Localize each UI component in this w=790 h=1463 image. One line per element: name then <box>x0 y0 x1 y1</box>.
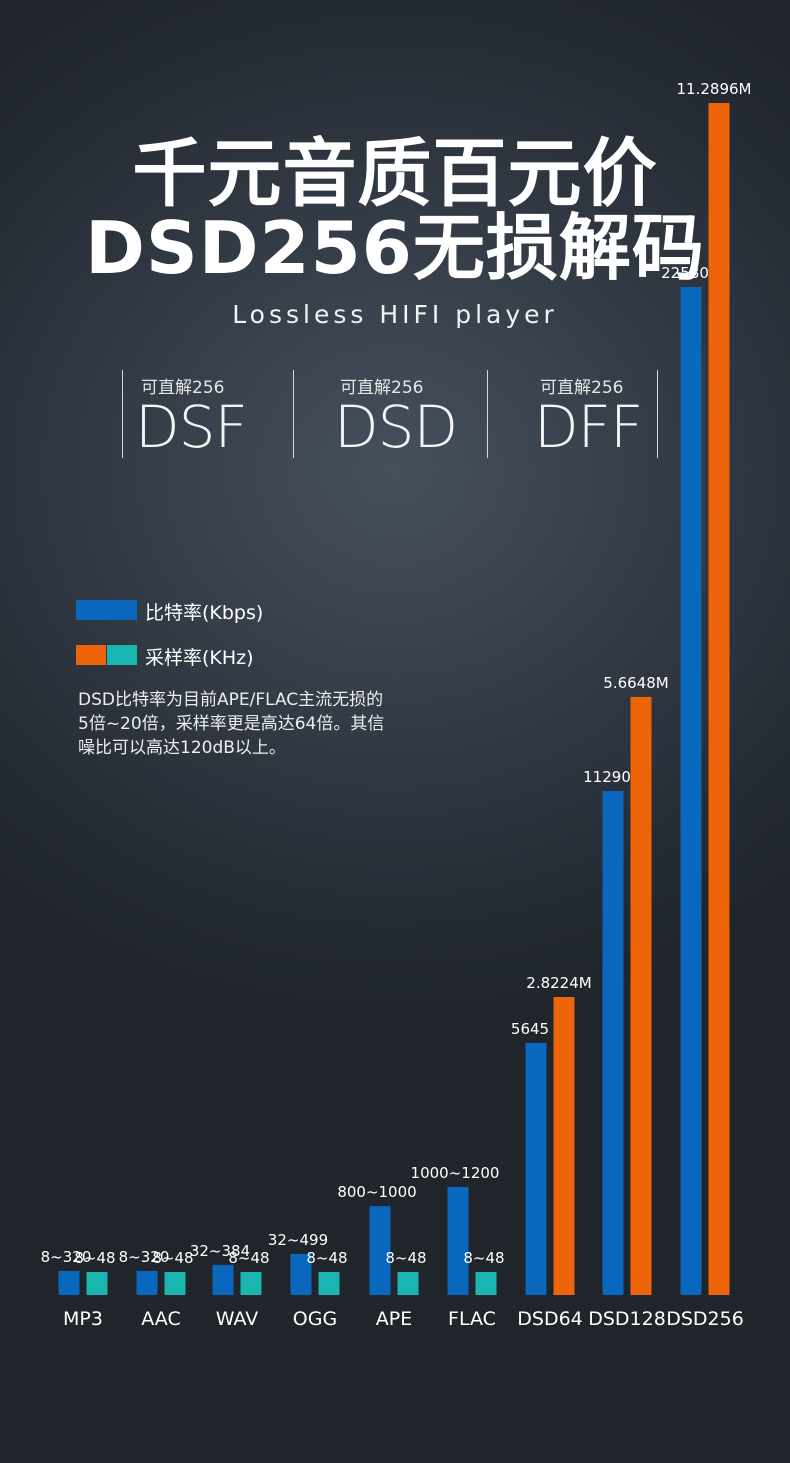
format-name: DSD <box>334 393 458 461</box>
data-label-samplerate: 8~48 <box>228 1249 269 1267</box>
format-block-dsd: 可直解256 DSD <box>322 370 492 461</box>
legend-swatch-samplerate-orange <box>76 645 106 665</box>
subtitle: Lossless HIFI player <box>232 300 558 329</box>
data-label-bitrate: 32~384 <box>190 1242 250 1260</box>
bar-bitrate-ape <box>369 1206 391 1295</box>
divider <box>122 370 123 458</box>
category-label: DSD64 <box>517 1308 583 1330</box>
legend-label-samplerate: 采样率(KHz) <box>145 647 254 669</box>
bar-samplerate-dsd256 <box>708 103 730 1295</box>
bar-bitrate-dsd64 <box>525 1043 547 1295</box>
category-label: AAC <box>141 1308 180 1330</box>
format-caption: 可直解256 <box>540 378 624 398</box>
bar-bitrate-dsd256 <box>680 287 702 1295</box>
format-name: DFF <box>534 393 643 461</box>
bar-samplerate-flac <box>475 1272 497 1295</box>
description-text: DSD比特率为目前APE/FLAC主流无损的 5倍~20倍，采样率更是高达64倍… <box>78 690 385 758</box>
data-label-bitrate: 8~320 <box>119 1248 170 1266</box>
category-label: DSD128 <box>588 1308 666 1330</box>
legend-label-bitrate: 比特率(Kbps) <box>145 602 264 624</box>
data-label-samplerate: 8~48 <box>152 1249 193 1267</box>
data-label-bitrate: 800~1000 <box>337 1183 416 1201</box>
bar-bitrate-dsd128 <box>602 791 624 1295</box>
data-label-samplerate: 11.2896M <box>677 80 752 98</box>
data-label-bitrate: 5645 <box>511 1020 549 1038</box>
divider <box>293 370 294 458</box>
data-label-samplerate: 8~48 <box>385 1249 426 1267</box>
bar-samplerate-wav <box>240 1272 262 1295</box>
headline-line-2: DSD256无损解码 <box>85 206 705 290</box>
format-block-dff: 可直解256 DFF <box>522 370 692 461</box>
bar-samplerate-mp3 <box>86 1272 108 1295</box>
category-label: MP3 <box>63 1308 103 1330</box>
legend-swatch-bitrate <box>76 600 137 620</box>
data-label-bitrate: 1000~1200 <box>411 1164 500 1182</box>
category-label: APE <box>376 1308 412 1330</box>
legend-swatch-samplerate-teal <box>107 645 137 665</box>
bar-samplerate-dsd128 <box>630 696 652 1295</box>
data-label-bitrate: 8~320 <box>41 1248 92 1266</box>
bar-bitrate-flac <box>447 1187 469 1295</box>
format-name: DSF <box>135 393 248 461</box>
data-label-samplerate: 5.6648M <box>603 674 668 692</box>
headline-line-1: 千元音质百元价 <box>132 131 658 217</box>
category-label: FLAC <box>448 1308 496 1330</box>
bar-bitrate-mp3 <box>58 1271 80 1295</box>
data-label-samplerate: 2.8224M <box>526 974 591 992</box>
divider <box>487 370 488 458</box>
bar-bitrate-wav <box>212 1264 234 1295</box>
divider <box>657 370 658 458</box>
data-label-samplerate: 8~48 <box>74 1249 115 1267</box>
bar-samplerate-dsd64 <box>553 997 575 1295</box>
category-label: DSD256 <box>666 1308 744 1330</box>
bar-samplerate-ogg <box>318 1272 340 1295</box>
data-label-samplerate: 8~48 <box>463 1249 504 1267</box>
format-block-dsf: 可直解256 DSF <box>123 370 293 461</box>
data-label-bitrate: 22580 <box>661 264 709 282</box>
data-label-bitrate: 32~499 <box>268 1231 328 1249</box>
data-label-bitrate: 11290 <box>583 768 631 786</box>
category-label: OGG <box>293 1308 337 1330</box>
bar-bitrate-ogg <box>290 1253 312 1295</box>
format-caption: 可直解256 <box>141 378 225 398</box>
data-label-samplerate: 8~48 <box>306 1249 347 1267</box>
bar-samplerate-ape <box>397 1272 419 1295</box>
format-caption: 可直解256 <box>340 378 424 398</box>
bar-samplerate-aac <box>164 1272 186 1295</box>
category-label: WAV <box>216 1308 259 1330</box>
bar-bitrate-aac <box>136 1271 158 1295</box>
